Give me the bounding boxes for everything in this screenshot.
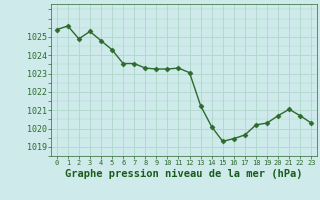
X-axis label: Graphe pression niveau de la mer (hPa): Graphe pression niveau de la mer (hPa) [65,169,303,179]
